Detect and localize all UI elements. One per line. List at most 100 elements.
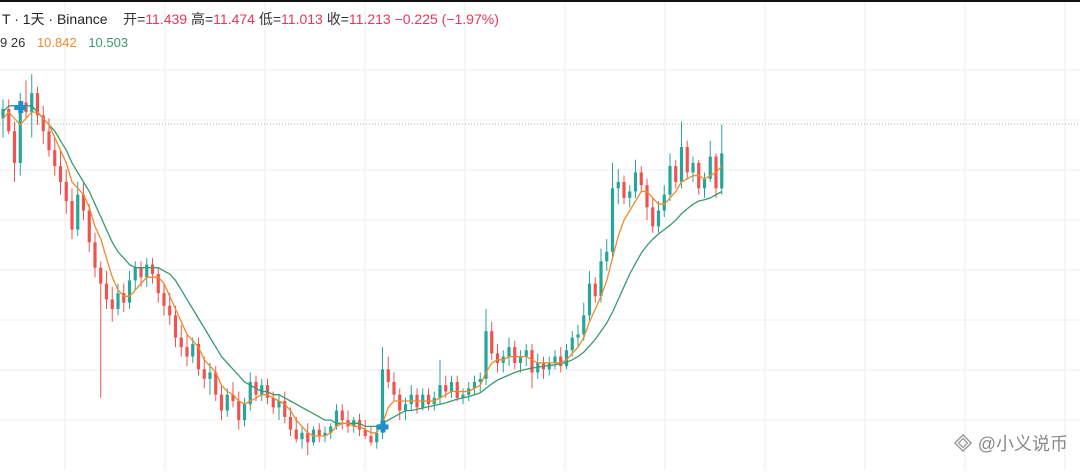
candle-body [668, 166, 671, 195]
ma-fast-line [3, 112, 722, 436]
candle-body [410, 395, 413, 405]
candle [300, 426, 303, 448]
watermark-text: @小义说币 [978, 430, 1068, 456]
candle [496, 344, 499, 373]
candle-body [398, 395, 401, 411]
candle [628, 185, 631, 207]
candle [720, 125, 723, 195]
candle [59, 150, 62, 194]
candle [122, 284, 125, 313]
candle [605, 239, 608, 271]
candle [277, 395, 280, 420]
candle [714, 153, 717, 197]
candle-body [93, 242, 96, 267]
candle-body [111, 299, 114, 309]
candles [1, 74, 723, 455]
candle [392, 372, 395, 401]
candle [99, 261, 102, 398]
marker-bar-v [381, 420, 386, 432]
candle-body [306, 433, 309, 443]
candle-body [680, 147, 683, 182]
high-label: 高= [191, 11, 213, 27]
candle [519, 350, 522, 372]
candle [473, 376, 476, 395]
symbol-info: T · 1天 · Binance [2, 11, 108, 27]
open-value: 11.439 [145, 11, 187, 27]
candle-body [703, 179, 706, 189]
candle [42, 106, 45, 144]
candle [185, 334, 188, 366]
candle-body [180, 338, 183, 348]
candle-body [134, 268, 137, 281]
candle-body [162, 293, 165, 306]
open-label: 开= [123, 11, 145, 27]
candle-body [628, 192, 631, 198]
high-value: 11.474 [213, 11, 255, 27]
candle-body [191, 344, 194, 357]
candle [7, 99, 10, 134]
candle-body [341, 411, 344, 421]
candle-body [588, 284, 591, 316]
candle [657, 201, 660, 233]
candle-body [295, 430, 298, 440]
candle [461, 388, 464, 404]
candle-body [444, 385, 447, 391]
signal-markers [14, 101, 388, 432]
candle [237, 392, 240, 430]
candle [369, 426, 372, 445]
candle [559, 347, 562, 372]
candle [134, 261, 137, 290]
candle-body [427, 395, 430, 405]
candle-body [375, 433, 378, 443]
candle [36, 87, 39, 125]
candle [157, 268, 160, 303]
price-change: −0.225 (−1.97%) [395, 11, 499, 27]
candle-body [226, 395, 229, 411]
candle [352, 417, 355, 433]
candle [358, 414, 361, 436]
candle-body [553, 357, 556, 363]
candle-body [139, 268, 142, 278]
candle-body [507, 347, 510, 357]
candle [651, 198, 654, 233]
candle-body [128, 280, 131, 302]
legend-header: T · 1天 · Binance 开=11.439 高=11.474 低=11.… [2, 9, 499, 29]
candle [680, 122, 683, 189]
candle [93, 233, 96, 277]
candle [128, 271, 131, 309]
candle-body [559, 357, 562, 367]
candle-body [599, 261, 602, 296]
candle [576, 325, 579, 347]
candle-body [300, 433, 303, 439]
candle [24, 80, 27, 118]
candle [530, 344, 533, 388]
candle-body [369, 436, 372, 442]
candle-body [260, 385, 263, 395]
candle-body [525, 350, 528, 356]
candle [645, 179, 648, 220]
candle [13, 122, 16, 182]
candle-body [358, 420, 361, 430]
candle-body [686, 147, 689, 172]
candle [691, 157, 694, 182]
candle [697, 160, 700, 195]
candle-body [168, 306, 171, 316]
candle-body [272, 398, 275, 408]
candle [180, 325, 183, 357]
low-value: 11.013 [281, 11, 323, 27]
candle [243, 398, 246, 427]
candle-body [605, 252, 608, 262]
ma-slow-line [3, 106, 722, 427]
candle [450, 376, 453, 398]
candle [260, 379, 263, 401]
candle-body [13, 131, 16, 163]
candle-body [640, 172, 643, 185]
candle-body [76, 195, 79, 230]
candle [398, 388, 401, 420]
candle [668, 153, 671, 201]
candle [318, 423, 321, 442]
low-label: 低= [259, 11, 281, 27]
